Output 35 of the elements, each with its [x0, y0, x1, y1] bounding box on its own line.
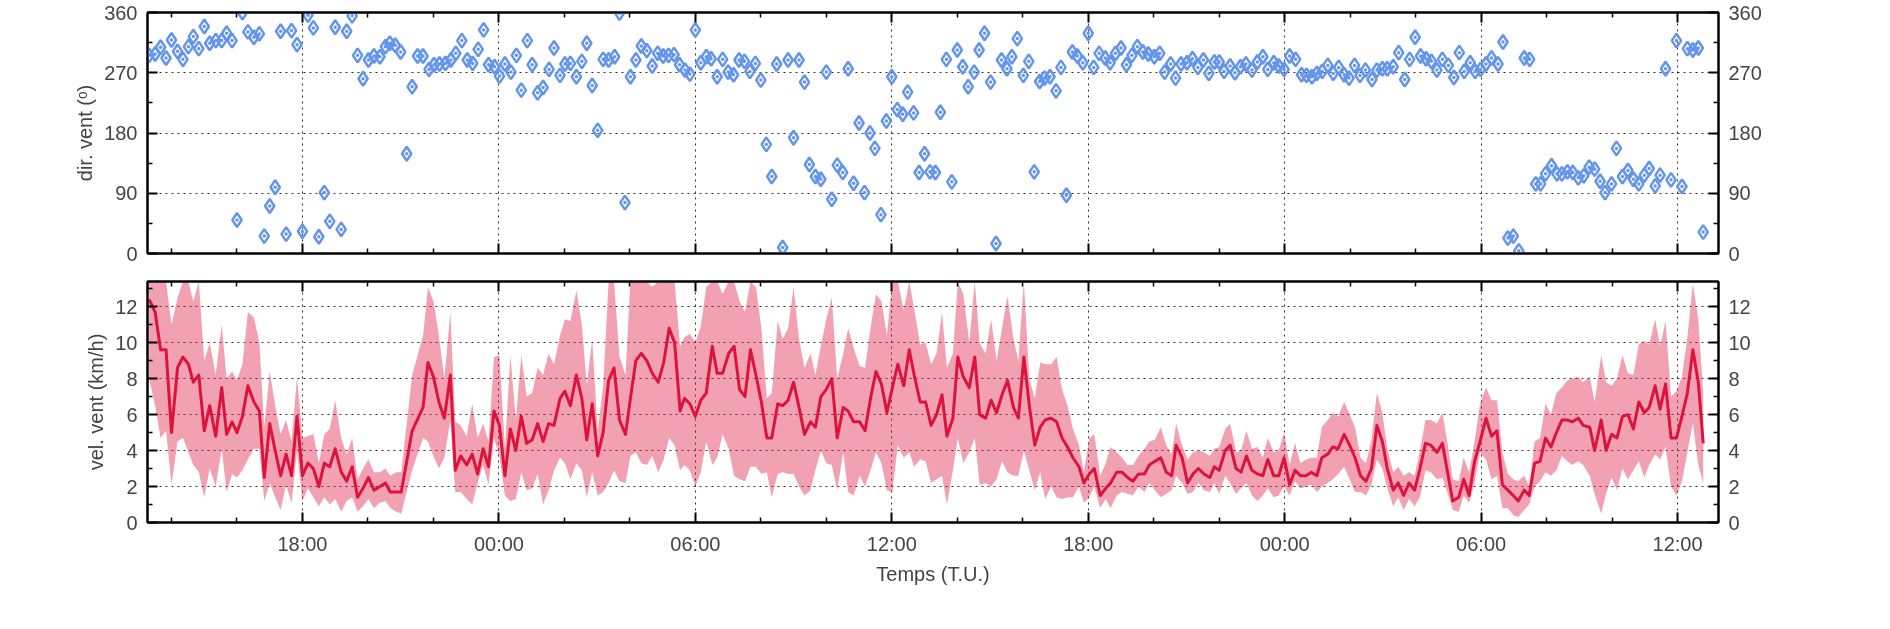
y-tick-label: 90 [115, 182, 138, 205]
y-tick-label: 12 [115, 295, 138, 318]
y-tick-label: 10 [115, 331, 138, 354]
y2-tick-label: 270 [1728, 61, 1762, 84]
y2-tick-label: 0 [1728, 242, 1740, 265]
y2-tick-label: 2 [1728, 475, 1740, 498]
y2-tick-label: 8 [1728, 367, 1740, 390]
y2-tick-label: 0 [1728, 511, 1740, 534]
y2-tick-label: 90 [1728, 182, 1751, 205]
x-tick-label: 12:00 [1652, 532, 1703, 555]
x-axis-title: Temps (T.U.) [876, 562, 990, 585]
y2-tick-label: 12 [1728, 295, 1751, 318]
y2-tick-label: 10 [1728, 331, 1751, 354]
y-axis-title: dir. vent (ᵒ) [74, 84, 97, 182]
x-tick-label: 00:00 [473, 532, 524, 555]
y2-tick-label: 6 [1728, 403, 1740, 426]
x-tick-label: 18:00 [1063, 532, 1114, 555]
y-tick-label: 4 [126, 439, 138, 462]
x-tick-label: 06:00 [670, 532, 721, 555]
y-axis-title: vel. vent (km/h) [85, 333, 108, 471]
y-tick-label: 0 [126, 511, 138, 534]
y-tick-label: 6 [126, 403, 138, 426]
x-tick-label: 00:00 [1259, 532, 1310, 555]
y2-tick-label: 4 [1728, 439, 1740, 462]
y2-tick-label: 360 [1728, 1, 1762, 24]
y-tick-label: 270 [104, 61, 138, 84]
y-tick-label: 2 [126, 475, 138, 498]
x-tick-label: 06:00 [1456, 532, 1507, 555]
x-tick-label: 12:00 [866, 532, 917, 555]
y2-tick-label: 180 [1728, 122, 1762, 144]
y-tick-label: 8 [126, 367, 138, 390]
y-tick-label: 180 [104, 122, 138, 144]
y-tick-label: 0 [126, 242, 138, 265]
x-tick-label: 18:00 [277, 532, 328, 555]
y-tick-label: 360 [104, 1, 138, 24]
